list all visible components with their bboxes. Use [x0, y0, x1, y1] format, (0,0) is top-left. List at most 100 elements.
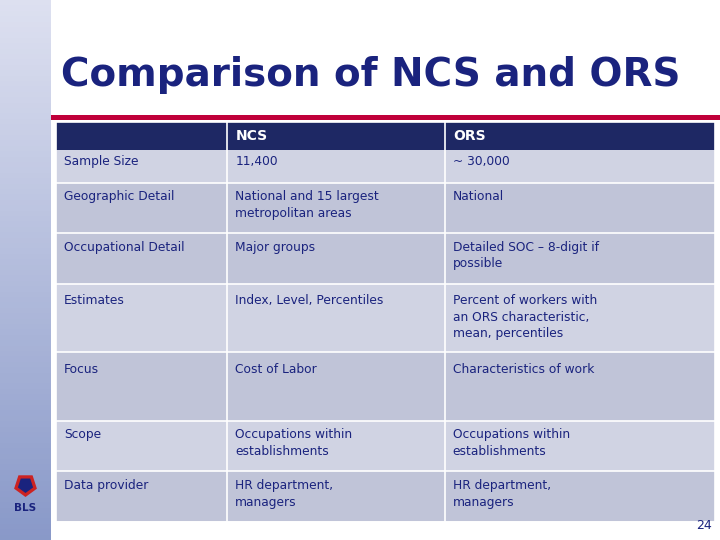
Bar	[0, 373, 51, 378]
Bar	[0, 297, 51, 302]
Bar	[0, 92, 51, 97]
Bar	[0, 11, 51, 16]
Text: Data provider: Data provider	[64, 479, 148, 492]
Bar	[0, 508, 51, 513]
Text: Geographic Detail: Geographic Detail	[64, 190, 174, 203]
Text: BLS: BLS	[14, 503, 37, 513]
Text: Comparison of NCS and ORS: Comparison of NCS and ORS	[61, 56, 680, 94]
Bar	[56, 150, 715, 183]
Bar	[0, 22, 51, 27]
Bar	[0, 502, 51, 508]
Bar	[0, 400, 51, 405]
Bar	[0, 513, 51, 518]
Bar	[0, 329, 51, 335]
Text: Index, Level, Percentiles: Index, Level, Percentiles	[235, 294, 384, 307]
Bar	[0, 470, 51, 475]
Bar	[0, 346, 51, 351]
Text: Occupational Detail: Occupational Detail	[64, 241, 184, 254]
Bar	[0, 324, 51, 329]
Bar	[0, 281, 51, 286]
Bar	[56, 421, 715, 471]
Text: 24: 24	[696, 519, 712, 532]
Bar	[0, 38, 51, 43]
Bar	[0, 421, 51, 427]
Bar	[0, 178, 51, 184]
Bar	[0, 65, 51, 70]
Bar	[56, 284, 715, 352]
Bar	[0, 184, 51, 189]
Bar	[0, 497, 51, 502]
Bar	[0, 302, 51, 308]
Bar	[0, 308, 51, 313]
Text: Percent of workers with
an ORS characteristic,
mean, percentiles: Percent of workers with an ORS character…	[453, 294, 597, 340]
Bar	[0, 97, 51, 103]
Bar	[0, 216, 51, 221]
Bar	[0, 146, 51, 151]
Text: Scope: Scope	[64, 428, 101, 441]
Text: Cost of Labor: Cost of Labor	[235, 362, 317, 376]
Bar	[0, 335, 51, 340]
Bar	[0, 265, 51, 270]
Bar	[56, 122, 715, 150]
Bar	[0, 378, 51, 383]
Bar	[0, 76, 51, 81]
Bar	[0, 211, 51, 216]
Bar	[0, 351, 51, 356]
Bar	[0, 140, 51, 146]
Bar	[56, 183, 715, 233]
Bar	[0, 189, 51, 194]
Bar	[0, 259, 51, 265]
Bar	[0, 49, 51, 54]
Bar	[56, 352, 715, 421]
Bar	[0, 243, 51, 248]
Bar	[0, 389, 51, 394]
Bar	[51, 115, 720, 120]
Text: ~ 30,000: ~ 30,000	[453, 155, 510, 168]
Text: Major groups: Major groups	[235, 241, 315, 254]
Text: NCS: NCS	[235, 129, 267, 143]
Bar	[0, 103, 51, 108]
Bar	[0, 459, 51, 464]
Bar	[0, 119, 51, 124]
Bar	[0, 135, 51, 140]
Bar	[0, 524, 51, 529]
Bar	[0, 254, 51, 259]
Text: Occupations within
establishments: Occupations within establishments	[453, 428, 570, 458]
Text: 11,400: 11,400	[235, 155, 278, 168]
Bar	[0, 124, 51, 130]
Text: Characteristics of work: Characteristics of work	[453, 362, 594, 376]
Text: Focus: Focus	[64, 362, 99, 376]
Bar	[0, 81, 51, 86]
Text: Detailed SOC – 8-digit if
possible: Detailed SOC – 8-digit if possible	[453, 241, 599, 271]
Bar	[0, 5, 51, 11]
Bar	[0, 221, 51, 227]
Bar	[0, 162, 51, 167]
Bar	[0, 356, 51, 362]
Bar	[0, 367, 51, 373]
Bar	[0, 248, 51, 254]
Bar	[0, 464, 51, 470]
Bar	[0, 86, 51, 92]
Bar	[0, 394, 51, 400]
Text: Sample Size: Sample Size	[64, 155, 138, 168]
Bar	[0, 0, 51, 5]
Bar	[0, 16, 51, 22]
Bar	[0, 270, 51, 275]
Bar	[0, 529, 51, 535]
Bar	[0, 448, 51, 454]
Bar	[0, 535, 51, 540]
Bar	[0, 173, 51, 178]
Bar	[56, 471, 715, 522]
Text: Occupations within
establishments: Occupations within establishments	[235, 428, 353, 458]
Bar	[0, 27, 51, 32]
Bar	[0, 518, 51, 524]
Bar	[0, 491, 51, 497]
Bar	[0, 227, 51, 232]
Bar	[0, 59, 51, 65]
Bar	[0, 454, 51, 459]
Bar	[0, 151, 51, 157]
Text: National and 15 largest
metropolitan areas: National and 15 largest metropolitan are…	[235, 190, 379, 220]
Bar	[0, 405, 51, 410]
Bar	[0, 54, 51, 59]
Bar	[56, 233, 715, 284]
